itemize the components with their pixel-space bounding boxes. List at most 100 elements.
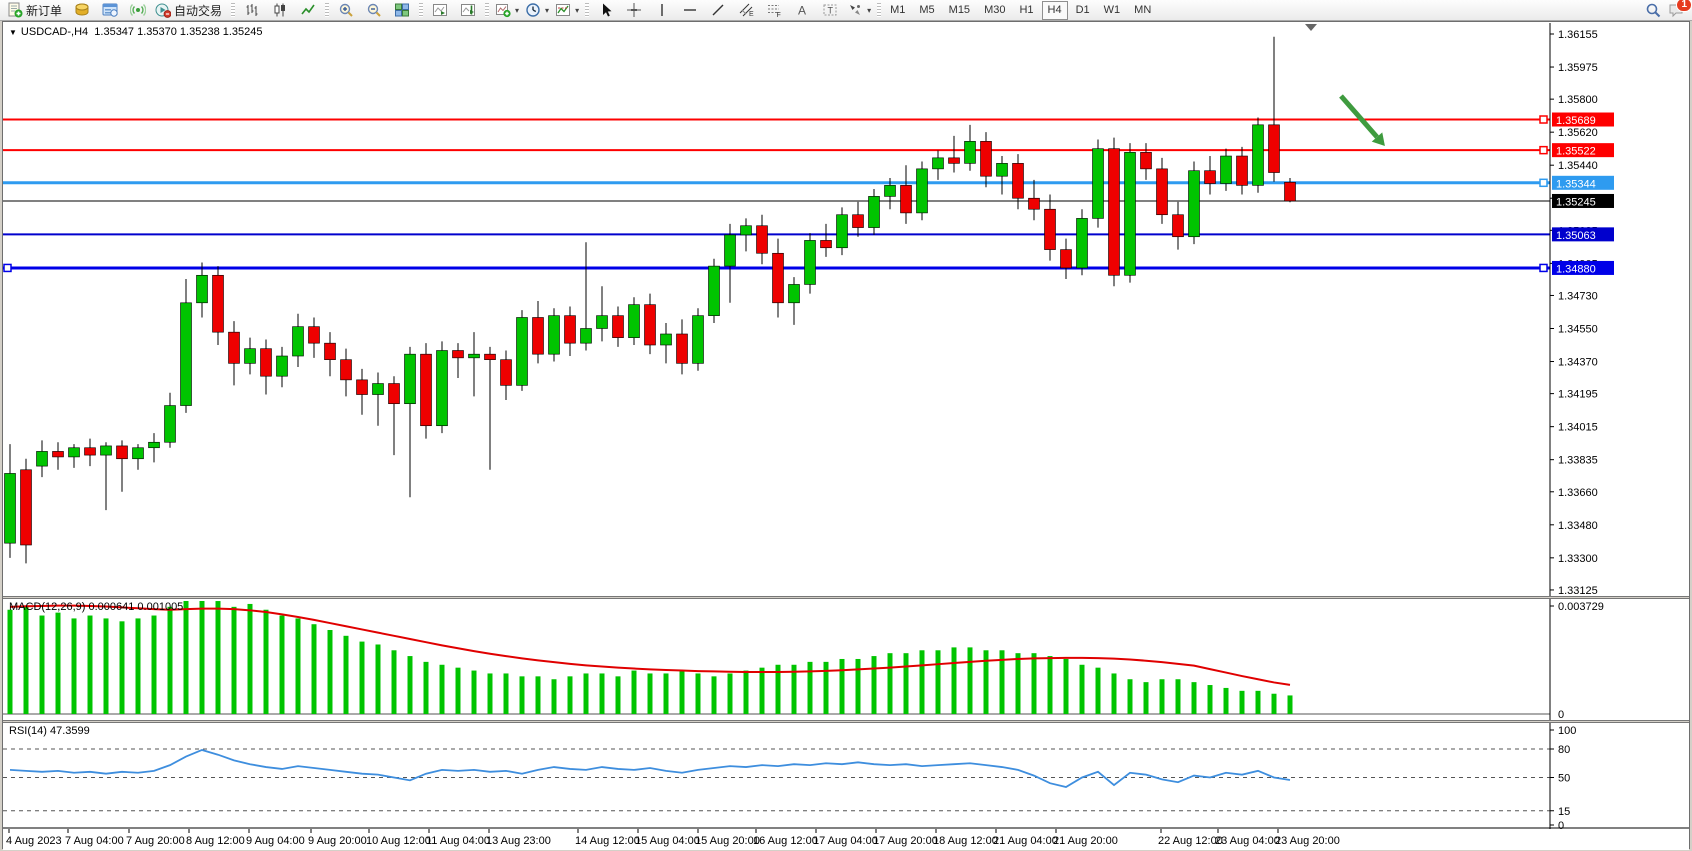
chart-window: ▼ USDCAD-,H4 1.35347 1.35370 1.35238 1.35… — [2, 21, 1690, 850]
fibonacci-tool-button[interactable]: F — [760, 0, 788, 21]
svg-text:A: A — [798, 4, 806, 18]
notifications-button[interactable]: 1 — [1668, 0, 1692, 18]
panel-separator[interactable] — [3, 720, 1689, 723]
vertical-line-tool-button[interactable] — [648, 0, 676, 21]
svg-text:14 Aug 12:00: 14 Aug 12:00 — [575, 835, 640, 847]
cursor-arrow-icon — [598, 2, 614, 18]
text-tool-button[interactable]: A — [788, 0, 816, 21]
macd-panel[interactable]: MACD(12,26,9) 0.000641 0.001005 0.003729… — [3, 599, 1689, 720]
toolbar-separator — [485, 3, 490, 17]
auto-scroll-icon — [432, 2, 448, 18]
clock-icon — [525, 2, 541, 18]
svg-text:0.003729: 0.003729 — [1558, 601, 1604, 613]
indicators-menu-button[interactable]: ▾ — [492, 0, 522, 21]
svg-text:11 Aug 04:00: 11 Aug 04:00 — [426, 835, 490, 847]
toolbar-separator — [419, 3, 424, 17]
new-order-button[interactable]: 新订单 — [4, 0, 68, 21]
autotrading-button[interactable]: 自动交易 — [152, 0, 228, 21]
svg-text:1.33300: 1.33300 — [1558, 553, 1598, 565]
svg-text:18 Aug 12:00: 18 Aug 12:00 — [933, 835, 998, 847]
timeframe-button-h1[interactable]: H1 — [1019, 4, 1034, 16]
svg-text:1.35522: 1.35522 — [1556, 146, 1596, 158]
chart-ohlc-values: 1.35347 1.35370 1.35238 1.35245 — [94, 26, 263, 38]
svg-text:1.33480: 1.33480 — [1558, 520, 1598, 532]
svg-text:1.36155: 1.36155 — [1558, 29, 1598, 41]
zoom-out-icon — [366, 2, 382, 18]
cursor-tool-button[interactable] — [592, 0, 620, 21]
dropdown-arrow-icon: ▾ — [575, 5, 580, 15]
svg-text:7 Aug 04:00: 7 Aug 04:00 — [65, 835, 124, 847]
price-chart-panel[interactable]: 1.36155 1.35975 1.35800 1.35620 1.35440 1.352… — [3, 23, 1689, 596]
zoom-in-button[interactable] — [332, 0, 360, 21]
new-order-icon — [7, 2, 23, 18]
autotrading-icon — [155, 2, 172, 18]
trendline-tool-button[interactable] — [704, 0, 732, 21]
signals-button[interactable] — [124, 0, 152, 21]
timeframe-button-d1[interactable]: D1 — [1075, 4, 1090, 16]
svg-text:1.33660: 1.33660 — [1558, 487, 1598, 499]
svg-text:7 Aug 20:00: 7 Aug 20:00 — [126, 835, 185, 847]
timeframe-button-m30[interactable]: M30 — [984, 4, 1006, 16]
svg-text:4 Aug 2023: 4 Aug 2023 — [6, 835, 62, 847]
timeframe-button-m15[interactable]: M15 — [948, 4, 971, 16]
svg-text:1.35620: 1.35620 — [1558, 127, 1598, 139]
zoom-in-icon — [338, 2, 354, 18]
zoom-out-button[interactable] — [360, 0, 388, 21]
main-toolbar: 新订单 自动交易 — [0, 0, 1692, 21]
toolbar-separator — [585, 3, 590, 17]
channel-tool-button[interactable]: E — [732, 0, 760, 21]
search-icon[interactable] — [1645, 2, 1662, 19]
candlestick-icon — [272, 2, 288, 18]
auto-scroll-button[interactable] — [426, 0, 454, 21]
equidistant-channel-icon: E — [738, 2, 754, 18]
panel-separator[interactable] — [3, 596, 1689, 599]
new-order-label: 新订单 — [26, 3, 63, 18]
line-chart-mode-button[interactable] — [294, 0, 322, 21]
svg-text:1.35800: 1.35800 — [1558, 94, 1598, 106]
svg-text:0: 0 — [1558, 820, 1564, 829]
timeframe-button-m5[interactable]: M5 — [919, 4, 935, 16]
timeframe-button-mn[interactable]: MN — [1134, 4, 1152, 16]
market-watch-button[interactable] — [68, 0, 96, 21]
svg-text:13 Aug 23:00: 13 Aug 23:00 — [486, 835, 551, 847]
terminal-icon — [102, 2, 118, 18]
time-axis[interactable]: 4 Aug 2023 7 Aug 04:00 7 Aug 20:00 8 Aug 12… — [3, 829, 1689, 850]
terminal-button[interactable] — [96, 0, 124, 21]
svg-text:23 Aug 04:00: 23 Aug 04:00 — [1215, 835, 1280, 847]
dropdown-arrow-icon: ▾ — [515, 5, 520, 15]
rsi-panel[interactable]: RSI(14) 47.3599 100 80 50 15 0 — [3, 723, 1689, 829]
dropdown-arrow-icon: ▾ — [867, 5, 872, 15]
tile-windows-button[interactable] — [388, 0, 416, 21]
periods-menu-button[interactable]: ▾ — [522, 0, 552, 21]
crosshair-tool-button[interactable] — [620, 0, 648, 21]
svg-text:1.35440: 1.35440 — [1558, 160, 1598, 172]
text-label-tool-button[interactable]: T — [816, 0, 844, 21]
svg-text:1.34730: 1.34730 — [1558, 290, 1598, 302]
toolbar-separator — [231, 3, 236, 17]
svg-text:10 Aug 12:00: 10 Aug 12:00 — [366, 835, 431, 847]
svg-text:15: 15 — [1558, 806, 1570, 818]
bar-chart-mode-button[interactable] — [238, 0, 266, 21]
horizontal-line-tool-button[interactable] — [676, 0, 704, 21]
timeframe-button-h4[interactable]: H4 — [1041, 0, 1068, 20]
svg-text:F: F — [777, 12, 781, 18]
svg-text:21 Aug 04:00: 21 Aug 04:00 — [993, 835, 1058, 847]
chart-shift-button[interactable] — [454, 0, 482, 21]
candlestick-mode-button[interactable] — [266, 0, 294, 21]
svg-text:1.34370: 1.34370 — [1558, 357, 1598, 369]
timeframe-button-w1[interactable]: W1 — [1103, 4, 1121, 16]
dropdown-arrow-icon: ▾ — [545, 5, 550, 15]
templates-menu-button[interactable]: ▾ — [552, 0, 582, 21]
arrows-tool-button[interactable]: ▾ — [844, 0, 874, 21]
svg-text:15 Aug 20:00: 15 Aug 20:00 — [695, 835, 760, 847]
svg-text:17 Aug 04:00: 17 Aug 04:00 — [813, 835, 878, 847]
svg-text:1.33835: 1.33835 — [1558, 455, 1598, 467]
timeframe-button-m1[interactable]: M1 — [890, 4, 906, 16]
collapse-triangle-icon[interactable]: ▼ — [9, 28, 17, 37]
svg-text:E: E — [749, 11, 754, 18]
line-chart-icon — [300, 2, 316, 18]
gold-charts-icon — [74, 2, 90, 18]
bar-chart-icon — [244, 2, 260, 18]
svg-text:1.35245: 1.35245 — [1556, 196, 1596, 208]
autotrading-label: 自动交易 — [174, 3, 223, 18]
